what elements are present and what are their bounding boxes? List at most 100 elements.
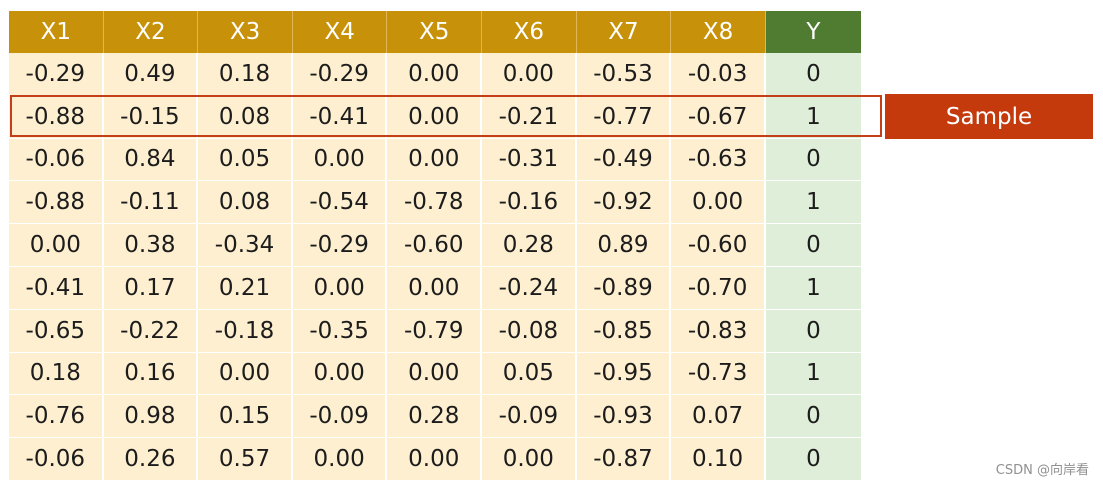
cell-x5: -0.60 bbox=[387, 224, 483, 267]
cell-x2: 0.84 bbox=[103, 138, 199, 182]
cell-y: 0 bbox=[765, 438, 861, 481]
cell-x3: 0.08 bbox=[198, 181, 293, 225]
header-row: X1 X2 X3 X4 X5 X6 X7 X8 Y bbox=[9, 11, 861, 53]
cell-x1: -0.29 bbox=[9, 53, 104, 96]
cell-x3: 0.05 bbox=[198, 138, 293, 182]
cell-x4: -0.09 bbox=[292, 395, 388, 439]
cell-y: 0 bbox=[765, 224, 861, 267]
cell-y: 1 bbox=[765, 95, 861, 139]
header-x7: X7 bbox=[576, 11, 672, 53]
cell-x6: -0.16 bbox=[482, 181, 577, 225]
cell-x7: -0.87 bbox=[576, 438, 672, 481]
header-x4: X4 bbox=[292, 11, 388, 53]
cell-x4: -0.54 bbox=[292, 181, 388, 225]
cell-x5: 0.00 bbox=[387, 438, 483, 481]
cell-x1: -0.88 bbox=[9, 95, 104, 139]
header-x8: X8 bbox=[671, 11, 766, 53]
cell-x3: -0.34 bbox=[198, 224, 293, 267]
cell-x5: 0.00 bbox=[387, 53, 483, 96]
cell-x8: -0.03 bbox=[671, 53, 766, 96]
cell-x1: -0.76 bbox=[9, 395, 104, 439]
table-row-sample: -0.88 -0.15 0.08 -0.41 0.00 -0.21 -0.77 -0.67 1 bbox=[9, 95, 861, 139]
cell-x1: -0.06 bbox=[9, 138, 104, 182]
header-x2: X2 bbox=[103, 11, 199, 53]
cell-y: 0 bbox=[765, 395, 861, 439]
cell-x3: 0.08 bbox=[198, 95, 293, 139]
cell-x6: 0.28 bbox=[482, 224, 577, 267]
cell-x4: -0.29 bbox=[292, 53, 388, 96]
cell-x1: 0.00 bbox=[9, 224, 104, 267]
table-row: 0.00 0.38 -0.34 -0.29 -0.60 0.28 0.89 -0.60 0 bbox=[9, 224, 861, 267]
cell-x1: -0.41 bbox=[9, 266, 104, 310]
cell-x2: 0.26 bbox=[103, 438, 199, 481]
cell-x8: 0.07 bbox=[671, 395, 766, 439]
cell-x8: -0.67 bbox=[671, 95, 766, 139]
table-row: -0.06 0.26 0.57 0.00 0.00 0.00 -0.87 0.10 0 bbox=[9, 438, 861, 481]
cell-x2: -0.22 bbox=[103, 309, 199, 353]
cell-x4: -0.41 bbox=[292, 95, 388, 139]
cell-x6: -0.08 bbox=[482, 309, 577, 353]
cell-x8: -0.63 bbox=[671, 138, 766, 182]
cell-x1: -0.88 bbox=[9, 181, 104, 225]
cell-x5: 0.00 bbox=[387, 266, 483, 310]
cell-x3: 0.21 bbox=[198, 266, 293, 310]
cell-y: 0 bbox=[765, 309, 861, 353]
header-x6: X6 bbox=[482, 11, 577, 53]
table-row: -0.41 0.17 0.21 0.00 0.00 -0.24 -0.89 -0.70 1 bbox=[9, 266, 861, 310]
table-row: 0.18 0.16 0.00 0.00 0.00 0.05 -0.95 -0.73 1 bbox=[9, 352, 861, 396]
cell-x5: -0.79 bbox=[387, 309, 483, 353]
watermark: CSDN @向岸看 bbox=[995, 463, 1089, 478]
cell-x4: 0.00 bbox=[292, 352, 388, 396]
cell-x3: 0.15 bbox=[198, 395, 293, 439]
table-row: -0.88 -0.11 0.08 -0.54 -0.78 -0.16 -0.92 0.00 1 bbox=[9, 181, 861, 225]
cell-x3: 0.00 bbox=[198, 352, 293, 396]
cell-x5: 0.00 bbox=[387, 352, 483, 396]
cell-y: 1 bbox=[765, 181, 861, 225]
cell-x7: -0.53 bbox=[576, 53, 672, 96]
cell-x6: -0.09 bbox=[482, 395, 577, 439]
cell-x8: 0.00 bbox=[671, 181, 766, 225]
cell-x2: -0.15 bbox=[103, 95, 199, 139]
table-row: -0.65 -0.22 -0.18 -0.35 -0.79 -0.08 -0.85 -0.83… bbox=[9, 309, 861, 353]
cell-x5: 0.28 bbox=[387, 395, 483, 439]
cell-x7: -0.49 bbox=[576, 138, 672, 182]
cell-x6: 0.00 bbox=[482, 53, 577, 96]
cell-x8: -0.60 bbox=[671, 224, 766, 267]
cell-x4: 0.00 bbox=[292, 438, 388, 481]
header-x5: X5 bbox=[387, 11, 483, 53]
cell-x2: -0.11 bbox=[103, 181, 199, 225]
cell-x2: 0.16 bbox=[103, 352, 199, 396]
header-y: Y bbox=[765, 11, 861, 53]
cell-x3: 0.57 bbox=[198, 438, 293, 481]
sample-label: Sample bbox=[885, 94, 1093, 139]
cell-x3: -0.18 bbox=[198, 309, 293, 353]
cell-x6: 0.00 bbox=[482, 438, 577, 481]
cell-x8: -0.70 bbox=[671, 266, 766, 310]
cell-x8: -0.73 bbox=[671, 352, 766, 396]
cell-x7: -0.92 bbox=[576, 181, 672, 225]
cell-x5: 0.00 bbox=[387, 95, 483, 139]
cell-x7: -0.85 bbox=[576, 309, 672, 353]
header-x1: X1 bbox=[9, 11, 104, 53]
cell-x7: -0.93 bbox=[576, 395, 672, 439]
cell-x2: 0.98 bbox=[103, 395, 199, 439]
cell-y: 1 bbox=[765, 352, 861, 396]
table-row: -0.06 0.84 0.05 0.00 0.00 -0.31 -0.49 -0.63 0 bbox=[9, 138, 861, 182]
cell-x4: -0.29 bbox=[292, 224, 388, 267]
cell-x4: -0.35 bbox=[292, 309, 388, 353]
cell-x1: -0.06 bbox=[9, 438, 104, 481]
cell-x3: 0.18 bbox=[198, 53, 293, 96]
cell-x6: -0.31 bbox=[482, 138, 577, 182]
cell-x5: 0.00 bbox=[387, 138, 483, 182]
table-row: -0.76 0.98 0.15 -0.09 0.28 -0.09 -0.93 0.07 0 bbox=[9, 395, 861, 439]
cell-y: 0 bbox=[765, 53, 861, 96]
data-table: X1 X2 X3 X4 X5 X6 X7 X8 Y -0.29 0.49 0.18-… bbox=[9, 11, 861, 481]
cell-x2: 0.17 bbox=[103, 266, 199, 310]
cell-x7: -0.95 bbox=[576, 352, 672, 396]
cell-x8: -0.83 bbox=[671, 309, 766, 353]
header-x3: X3 bbox=[198, 11, 293, 53]
cell-x2: 0.49 bbox=[103, 53, 199, 96]
cell-x4: 0.00 bbox=[292, 266, 388, 310]
cell-x8: 0.10 bbox=[671, 438, 766, 481]
cell-x1: -0.65 bbox=[9, 309, 104, 353]
